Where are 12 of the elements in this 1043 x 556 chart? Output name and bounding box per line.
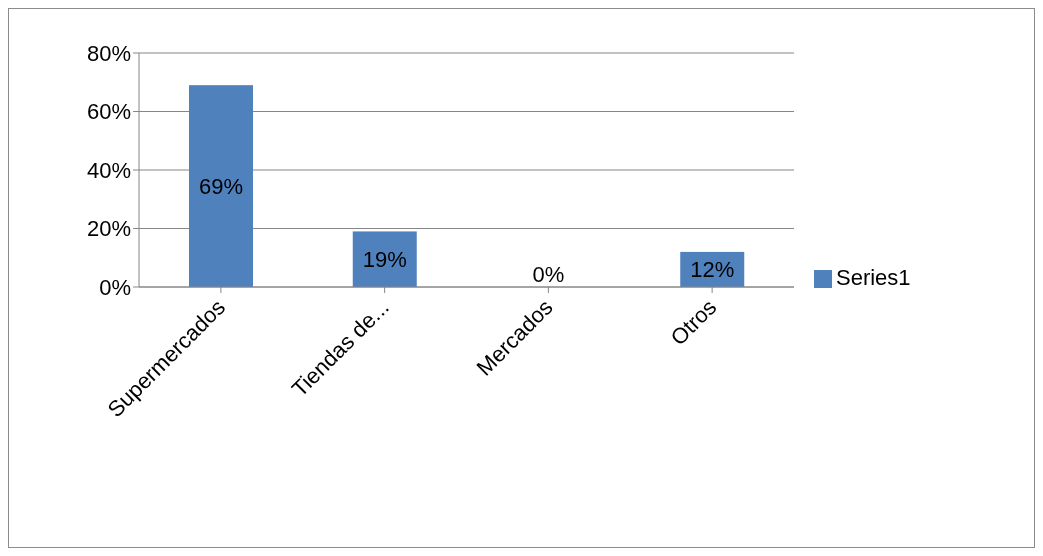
y-tick-label: 60% xyxy=(86,99,131,125)
y-tick-label: 0% xyxy=(99,274,131,300)
data-label: 69% xyxy=(198,174,244,200)
data-label: 19% xyxy=(362,247,407,273)
y-tick-label: 20% xyxy=(86,216,131,242)
y-tick-label: 40% xyxy=(86,157,131,183)
legend-label: Series1 xyxy=(836,265,911,290)
y-tick-label: 80% xyxy=(86,40,131,66)
bar xyxy=(352,231,417,287)
data-label: 12% xyxy=(690,257,735,283)
bar xyxy=(189,85,253,287)
data-label: 0% xyxy=(532,262,565,287)
